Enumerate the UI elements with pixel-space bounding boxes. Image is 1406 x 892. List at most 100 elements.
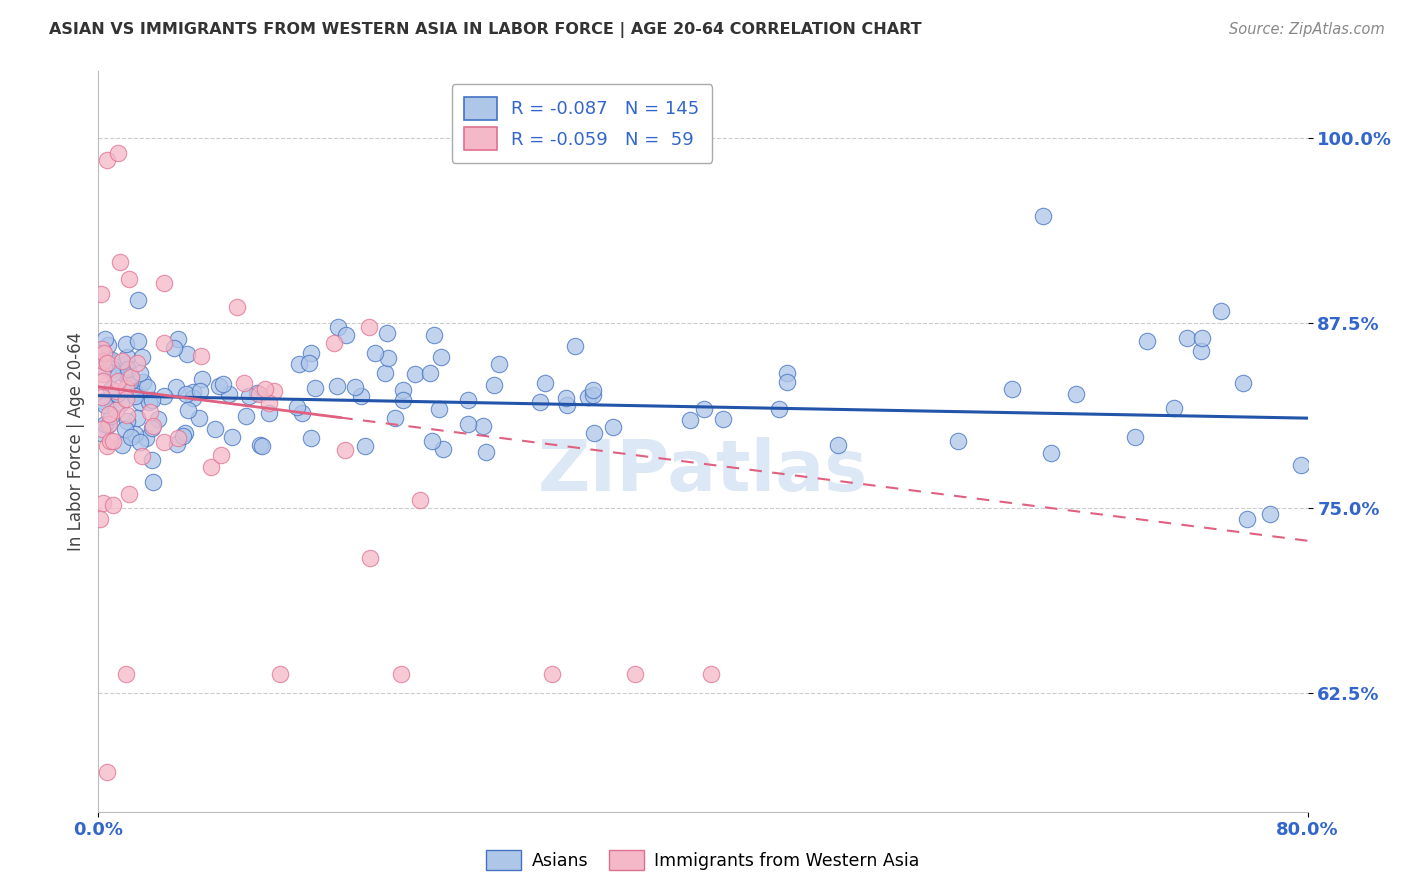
Point: [529, 395, 551, 409]
Point: [209, 448, 232, 462]
Point: [115, 409, 138, 423]
Point: [263, 384, 285, 398]
Point: [127, 334, 149, 348]
Point: [129, 395, 152, 409]
Point: [768, 402, 790, 417]
Point: [104, 403, 127, 417]
Text: Source: ZipAtlas.com: Source: ZipAtlas.com: [1229, 22, 1385, 37]
Point: [776, 375, 799, 389]
Point: [173, 426, 195, 441]
Point: [238, 389, 260, 403]
Point: [409, 492, 432, 507]
Point: [103, 366, 125, 380]
Point: [711, 411, 734, 425]
Point: [375, 326, 398, 341]
Point: [326, 320, 349, 334]
Point: [250, 439, 273, 453]
Point: [115, 414, 138, 428]
Point: [94, 332, 117, 346]
Point: [111, 354, 134, 368]
Point: [120, 430, 142, 444]
Point: [776, 367, 799, 381]
Point: [304, 381, 326, 395]
Point: [91, 367, 114, 381]
Point: [91, 374, 114, 388]
Point: [225, 300, 247, 314]
Point: [153, 435, 176, 450]
Point: [114, 357, 136, 371]
Point: [135, 431, 157, 445]
Point: [112, 366, 135, 380]
Point: [104, 384, 127, 398]
Point: [1163, 401, 1185, 415]
Point: [246, 386, 269, 401]
Point: [111, 438, 134, 452]
Point: [1032, 210, 1054, 224]
Point: [482, 377, 505, 392]
Point: [287, 357, 309, 371]
Point: [582, 388, 605, 402]
Point: [176, 346, 198, 360]
Point: [191, 372, 214, 386]
Text: ZIPatlas: ZIPatlas: [538, 437, 868, 506]
Point: [141, 392, 163, 407]
Point: [1135, 334, 1157, 348]
Point: [120, 369, 142, 384]
Point: [693, 401, 716, 416]
Point: [1232, 376, 1254, 390]
Point: [90, 345, 112, 359]
Point: [93, 345, 115, 359]
Legend: Asians, Immigrants from Western Asia: Asians, Immigrants from Western Asia: [478, 841, 928, 879]
Point: [90, 425, 112, 440]
Point: [233, 376, 256, 391]
Point: [285, 400, 308, 414]
Point: [377, 351, 399, 366]
Point: [457, 393, 479, 408]
Point: [333, 442, 356, 457]
Point: [298, 356, 321, 370]
Point: [90, 287, 112, 301]
Point: [100, 382, 122, 396]
Point: [254, 382, 277, 396]
Point: [188, 384, 211, 398]
Point: [89, 511, 111, 525]
Point: [167, 431, 190, 445]
Point: [165, 380, 187, 394]
Point: [139, 405, 162, 419]
Point: [132, 375, 155, 389]
Point: [101, 434, 124, 449]
Point: [578, 390, 600, 404]
Point: [153, 389, 176, 403]
Point: [540, 667, 562, 681]
Point: [554, 391, 576, 405]
Point: [1211, 304, 1233, 318]
Point: [124, 386, 146, 401]
Point: [94, 417, 117, 432]
Point: [97, 417, 120, 432]
Point: [582, 383, 605, 397]
Point: [131, 450, 153, 464]
Point: [118, 376, 141, 390]
Point: [90, 422, 112, 436]
Point: [120, 370, 142, 384]
Point: [111, 359, 134, 373]
Point: [117, 361, 139, 376]
Point: [564, 339, 586, 353]
Point: [181, 392, 204, 406]
Point: [114, 392, 136, 406]
Point: [235, 409, 257, 423]
Point: [118, 369, 141, 384]
Point: [91, 390, 114, 404]
Point: [474, 444, 496, 458]
Y-axis label: In Labor Force | Age 20-64: In Labor Force | Age 20-64: [66, 332, 84, 551]
Point: [602, 420, 624, 434]
Point: [125, 356, 148, 370]
Point: [153, 335, 176, 350]
Point: [1064, 387, 1087, 401]
Point: [100, 362, 122, 376]
Point: [146, 412, 169, 426]
Point: [115, 381, 138, 395]
Point: [98, 434, 121, 449]
Point: [96, 356, 118, 370]
Point: [291, 406, 314, 420]
